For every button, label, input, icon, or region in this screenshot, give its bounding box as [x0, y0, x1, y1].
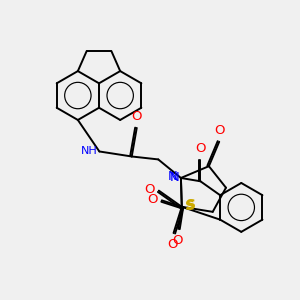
Text: S: S [185, 199, 195, 213]
Text: O: O [195, 142, 206, 155]
Text: O: O [168, 238, 178, 251]
Text: S: S [186, 198, 196, 212]
Text: N: N [170, 172, 179, 184]
Text: O: O [131, 110, 141, 123]
Text: N: N [168, 170, 177, 183]
Text: O: O [214, 124, 225, 137]
Text: O: O [147, 193, 158, 206]
Text: O: O [172, 234, 183, 247]
Text: NH: NH [81, 146, 98, 157]
Text: O: O [144, 183, 154, 196]
